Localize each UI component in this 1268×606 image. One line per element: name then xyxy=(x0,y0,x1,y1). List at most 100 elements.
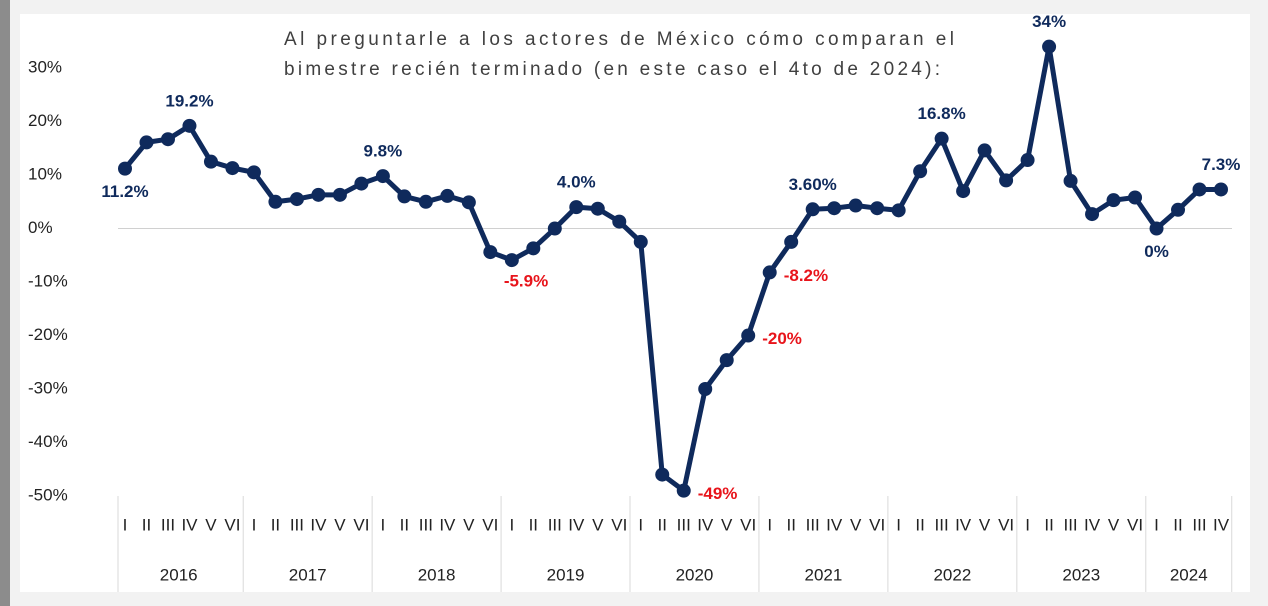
x-tick-label: III xyxy=(935,515,949,534)
data-label: 9.8% xyxy=(364,142,403,161)
point xyxy=(999,173,1014,188)
x-tick-label: VI xyxy=(1127,515,1143,534)
x-tick-label: V xyxy=(979,515,991,534)
point xyxy=(1085,207,1100,222)
x-tick-label: V xyxy=(1108,515,1120,534)
point xyxy=(1171,202,1186,217)
x-group-label: 2020 xyxy=(676,565,714,584)
x-tick-label: IV xyxy=(955,515,972,534)
point xyxy=(1128,190,1143,205)
data-label: 3.60% xyxy=(789,175,837,194)
y-tick-label: -40% xyxy=(28,432,68,451)
point xyxy=(311,187,326,202)
x-group-label: 2022 xyxy=(933,565,971,584)
x-tick-label: V xyxy=(850,515,862,534)
point xyxy=(397,189,412,204)
data-label: 16.8% xyxy=(918,104,966,123)
x-tick-label: IV xyxy=(439,515,456,534)
point xyxy=(483,245,498,260)
x-tick-label: I xyxy=(252,515,257,534)
x-tick-label: IV xyxy=(1213,515,1230,534)
x-tick-label: I xyxy=(1154,515,1159,534)
point xyxy=(1192,182,1207,197)
x-tick-label: V xyxy=(721,515,733,534)
annotation: bimestre recién terminado (en este caso … xyxy=(284,59,940,80)
x-group-label: 2024 xyxy=(1170,565,1208,584)
y-tick-label: 0% xyxy=(28,218,53,237)
point xyxy=(461,195,476,210)
x-tick-label: I xyxy=(381,515,386,534)
y-tick-label: -20% xyxy=(28,325,68,344)
x-tick-label: III xyxy=(161,515,175,534)
point xyxy=(612,214,627,229)
x-tick-label: III xyxy=(1192,515,1206,534)
point xyxy=(827,201,842,216)
point xyxy=(225,161,240,176)
x-tick-label: II xyxy=(529,515,538,534)
point xyxy=(762,265,777,280)
data-label: -5.9% xyxy=(504,272,548,291)
x-tick-label: IV xyxy=(826,515,843,534)
point xyxy=(891,203,906,218)
x-group-label: 2019 xyxy=(547,565,585,584)
point xyxy=(203,154,218,169)
point xyxy=(160,132,175,147)
x-tick-label: III xyxy=(806,515,820,534)
point xyxy=(1106,193,1121,208)
x-tick-label: IV xyxy=(181,515,198,534)
x-tick-label: IV xyxy=(697,515,714,534)
point xyxy=(719,353,734,368)
point xyxy=(246,165,261,180)
point xyxy=(590,201,605,216)
x-tick-label: II xyxy=(915,515,924,534)
x-tick-label: V xyxy=(463,515,475,534)
point xyxy=(1063,173,1078,188)
x-tick-label: II xyxy=(142,515,151,534)
point xyxy=(375,169,390,184)
point xyxy=(504,253,519,268)
x-tick-label: VI xyxy=(869,515,885,534)
data-label: -8.2% xyxy=(784,266,828,285)
point xyxy=(805,202,820,217)
y-tick-label: 10% xyxy=(28,165,62,184)
x-tick-label: III xyxy=(1063,515,1077,534)
x-tick-label: VI xyxy=(740,515,756,534)
point xyxy=(934,131,949,146)
x-tick-label: I xyxy=(1025,515,1030,534)
point xyxy=(268,194,283,209)
x-tick-label: VI xyxy=(611,515,627,534)
x-group-label: 2021 xyxy=(805,565,843,584)
x-tick-label: I xyxy=(509,515,514,534)
x-group-label: 2016 xyxy=(160,565,198,584)
point xyxy=(118,161,132,176)
x-tick-label: V xyxy=(592,515,604,534)
y-tick-label: 20% xyxy=(28,111,62,130)
x-tick-label: IV xyxy=(568,515,585,534)
y-tick-label: -10% xyxy=(28,272,68,291)
plot-background xyxy=(20,14,1250,592)
y-tick-label: -30% xyxy=(28,378,68,397)
x-tick-label: V xyxy=(334,515,346,534)
x-tick-label: IV xyxy=(1084,515,1101,534)
point xyxy=(1214,182,1228,197)
point xyxy=(741,328,756,343)
x-tick-label: V xyxy=(205,515,217,534)
x-tick-label: I xyxy=(896,515,901,534)
left-border xyxy=(0,0,10,606)
x-group-label: 2018 xyxy=(418,565,456,584)
x-tick-label: II xyxy=(1044,515,1053,534)
data-label: 4.0% xyxy=(557,173,596,192)
point xyxy=(182,118,197,133)
data-label: 0% xyxy=(1144,242,1169,261)
point xyxy=(332,187,347,202)
point xyxy=(870,201,885,216)
point xyxy=(440,188,455,203)
x-tick-label: III xyxy=(290,515,304,534)
point xyxy=(848,198,863,213)
data-label: -49% xyxy=(698,484,738,503)
data-label: 34% xyxy=(1032,12,1066,31)
y-tick-label: -50% xyxy=(28,485,68,504)
x-tick-label: VI xyxy=(224,515,240,534)
x-tick-label: III xyxy=(548,515,562,534)
